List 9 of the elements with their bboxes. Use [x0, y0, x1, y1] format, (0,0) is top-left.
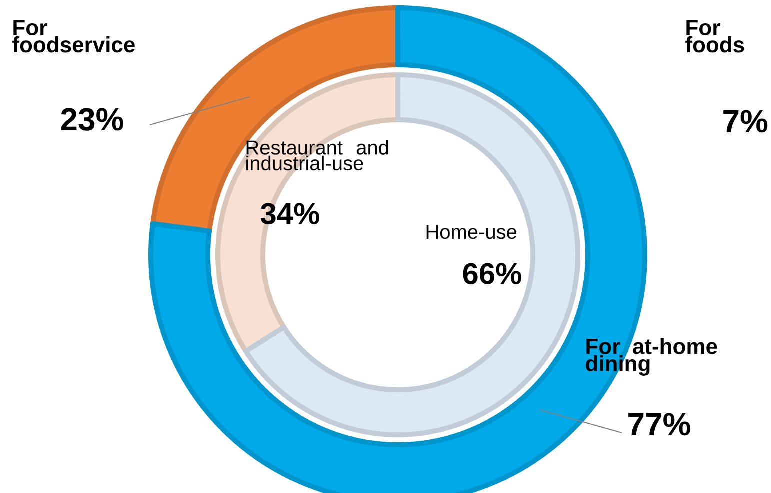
- text: 7%: [724, 110, 768, 133]
- text: For foods: [686, 20, 744, 53]
- data-label: 34%: [260, 203, 320, 224]
- data-label: 66%: [463, 263, 522, 284]
- data-label: 23%: [61, 108, 124, 131]
- slice-label: For foodservice: [12, 20, 135, 53]
- data-label: 77%: [628, 413, 690, 436]
- slice-label: Restaurant and industrial-use: [246, 140, 388, 171]
- slice-label: Home-use: [426, 225, 517, 240]
